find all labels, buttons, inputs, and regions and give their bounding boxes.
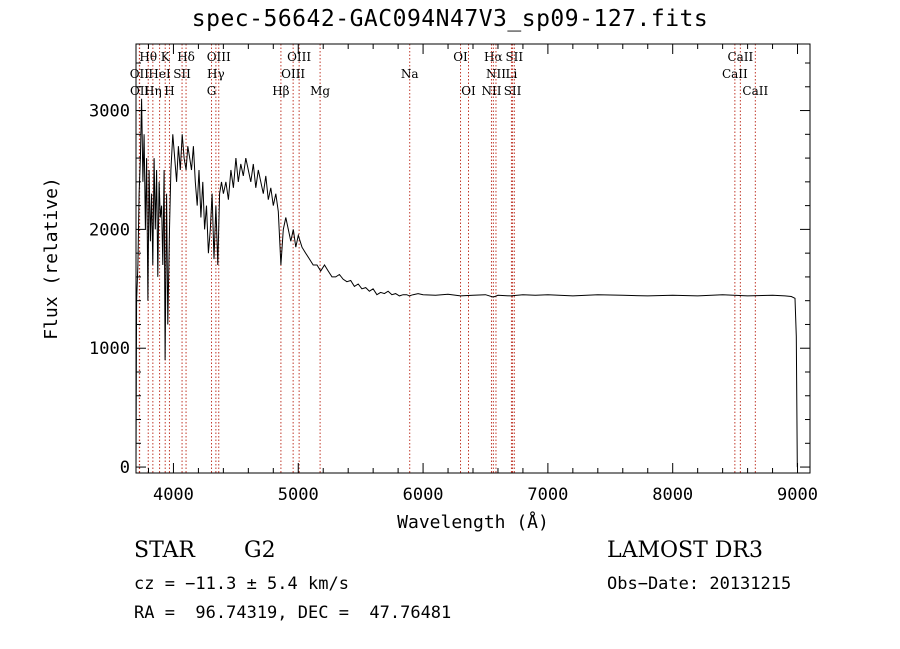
line-label: Mg [310, 84, 330, 98]
x-tick-label: 8000 [652, 485, 693, 505]
line-label: K [161, 50, 171, 64]
line-label: Hβ [272, 84, 289, 98]
subclass-label: G2 [244, 538, 276, 563]
survey-label: LAMOST DR3 [607, 538, 763, 563]
line-label: NII [486, 67, 506, 81]
line-label: SII [505, 50, 523, 64]
y-tick-label: 1000 [89, 339, 130, 359]
line-label: Hδ [177, 50, 195, 64]
line-label: G [207, 84, 217, 98]
line-label: CaII [722, 67, 748, 81]
line-label: OIII [287, 50, 311, 64]
line-label: HeI [148, 67, 171, 81]
x-tick-label: 4000 [153, 485, 194, 505]
plot-frame [135, 43, 811, 474]
cz-label: cz = −11.3 ± 5.4 km/s [134, 574, 349, 594]
chart-title: spec-56642-GAC094N47V3_sp09-127.fits [191, 6, 709, 32]
line-label: OII [130, 67, 150, 81]
line-label: Hα [484, 50, 503, 64]
x-axis-label: Wavelength (Å) [397, 511, 549, 533]
radec-label: RA = 96.74319, DEC = 47.76481 [134, 603, 452, 623]
line-label: CaII [742, 84, 768, 98]
line-label: Hθ [139, 50, 157, 64]
y-tick-label: 0 [120, 458, 130, 478]
line-label: OIII [281, 67, 305, 81]
line-label: Hη [144, 84, 162, 98]
line-label: Hγ [207, 67, 225, 81]
line-label: SII [504, 84, 522, 98]
y-tick-label: 3000 [89, 102, 130, 122]
x-tick-label: 5000 [278, 485, 319, 505]
line-label: OI [461, 84, 476, 98]
y-axis-label: Flux (relative) [41, 177, 62, 340]
line-label: Na [401, 67, 419, 81]
obs-date-label: Obs−Date: 20131215 [607, 574, 792, 594]
x-tick-label: 6000 [403, 485, 444, 505]
class-label: STAR [134, 538, 195, 563]
line-label: OIII [207, 50, 231, 64]
line-label: SII [173, 67, 191, 81]
line-label: H [164, 84, 174, 98]
line-label: OII [130, 84, 150, 98]
x-tick-label: 7000 [527, 485, 568, 505]
line-label: OI [453, 50, 468, 64]
line-label: CaII [727, 50, 753, 64]
line-label: NII [481, 84, 501, 98]
x-tick-label: 9000 [777, 485, 818, 505]
line-label: Li [506, 67, 518, 81]
spectrum-line [135, 98, 798, 468]
y-tick-label: 2000 [89, 220, 130, 240]
